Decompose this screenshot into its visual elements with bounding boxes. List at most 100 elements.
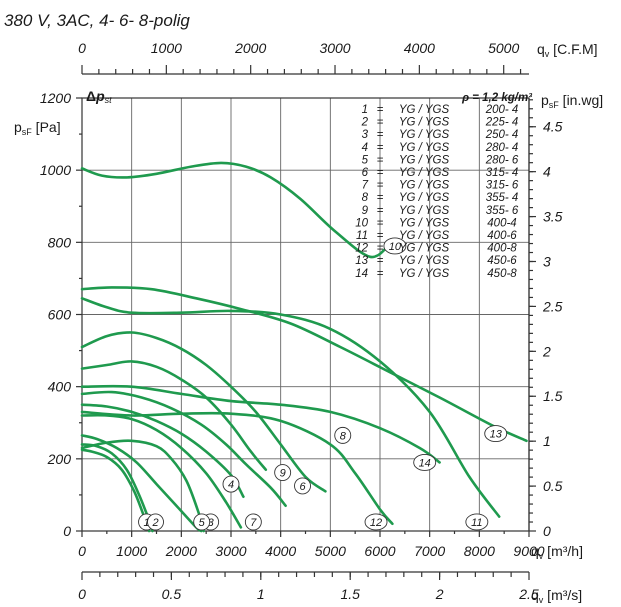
- curve-marker-label: 12: [370, 517, 382, 529]
- legend-row: 14 = YG / YGS 450-8: [355, 268, 517, 280]
- legend-row-model: YG / YGS: [399, 142, 450, 154]
- x-m3s-tick-label: 1.5: [340, 586, 360, 602]
- curve-marker-label: 13: [490, 429, 503, 441]
- legend-row-size: 200- 4: [485, 104, 519, 116]
- legend-row-equals: =: [377, 243, 384, 255]
- y-left-tick-label: 800: [48, 234, 72, 250]
- legend-row-model: YG / YGS: [399, 167, 450, 179]
- curve-marker-label: 5: [199, 517, 206, 529]
- legend-row-model: YG / YGS: [399, 117, 450, 129]
- curve-marker-circle: [193, 513, 211, 531]
- curve-9: [80, 360, 268, 471]
- legend-row-equals: =: [377, 205, 384, 217]
- legend-row-size: 315- 6: [486, 180, 519, 192]
- curve-marker-9: 9: [274, 464, 292, 481]
- y-right-tick-label: 1: [543, 433, 551, 449]
- y-left-unit: psF [Pa]: [14, 119, 61, 137]
- curve-marker-circle: [383, 237, 407, 255]
- x-cfm-tick-label: 3000: [319, 40, 350, 56]
- legend-row-size: 400-4: [487, 217, 516, 229]
- curve-marker-circle: [222, 475, 240, 493]
- legend-row-number: 7: [362, 180, 369, 192]
- curve-marker-label: 14: [419, 457, 431, 469]
- legend-row-model: YG / YGS: [399, 129, 450, 141]
- x-cfm-tick-label: 1000: [151, 40, 182, 56]
- legend-row-model: YG / YGS: [399, 230, 450, 242]
- legend-row-number: 1: [362, 104, 368, 116]
- y-right-tick-label: 0: [543, 523, 551, 539]
- legend-row-equals: =: [377, 167, 384, 179]
- legend-row-size: 280- 4: [485, 142, 519, 154]
- curve-8: [80, 331, 327, 493]
- legend-row-number: 8: [362, 192, 369, 204]
- curve-marker-14: 14: [413, 453, 437, 471]
- legend-row-size: 355- 6: [486, 205, 519, 217]
- x-m3s-tick-label: 0.5: [162, 586, 182, 602]
- x-primary-tick-label: 5000: [315, 543, 346, 559]
- y-left-tick-label: 200: [47, 451, 72, 467]
- x-m3s-tick-label: 1: [257, 586, 265, 602]
- legend-row-model: YG / YGS: [399, 255, 450, 267]
- legend-row-number: 13: [355, 255, 368, 267]
- curve-marker-13: 13: [484, 425, 508, 443]
- x-primary-tick-label: 1000: [116, 543, 147, 559]
- curve-14: [80, 384, 441, 464]
- density-label: ρ = 1,2 kg/m³: [461, 92, 533, 104]
- y-left-tick-label: 0: [63, 523, 71, 539]
- legend-row-number: 12: [355, 243, 368, 255]
- curve-marker-7: 7: [244, 513, 262, 531]
- legend-row-equals: =: [377, 129, 384, 141]
- curve-marker-10: 10: [383, 237, 407, 255]
- curve-marker-label: 7: [250, 517, 257, 529]
- legend-row: 7 = YG / YGS 315- 6: [362, 180, 519, 192]
- x-primary-tick-label: 3000: [215, 543, 246, 559]
- curve-marker-5: 5: [193, 513, 211, 531]
- x-m3s-tick-label: 2: [435, 586, 444, 602]
- legend-row: 10 = YG / YGS 400-4: [355, 217, 517, 229]
- curve-marker-label: 9: [280, 468, 286, 480]
- y-right-tick-label: 0.5: [543, 478, 563, 494]
- curve-marker-6: 6: [294, 477, 311, 495]
- legend-row: 4 = YG / YGS 280- 4: [362, 142, 519, 154]
- legend-row-equals: =: [377, 268, 384, 280]
- x-primary-tick-label: 4000: [265, 543, 296, 559]
- curve-marker-circle: [244, 513, 262, 531]
- curve-marker-circle: [274, 464, 292, 481]
- curve-marker-label: 6: [299, 481, 306, 493]
- curve-marker-label: 10: [389, 241, 402, 253]
- legend-row-equals: =: [377, 255, 384, 267]
- curve-marker-8: 8: [334, 426, 352, 444]
- x-primary-tick-label: 0: [78, 543, 86, 559]
- legend-row-model: YG / YGS: [399, 205, 450, 217]
- legend-row-size: 400-6: [487, 230, 517, 242]
- legend-row: 13 = YG / YGS 450-6: [355, 255, 517, 267]
- legend-row: 5 = YG / YGS 280- 6: [362, 154, 519, 166]
- curve-marker-circle: [147, 513, 164, 531]
- legend-row: 8 = YG / YGS 355- 4: [362, 192, 519, 204]
- curve-marker-12: 12: [364, 513, 388, 531]
- axes: 02004006008001000120000.511.522.533.544.…: [40, 40, 563, 602]
- curve-marker-label: 4: [228, 479, 234, 491]
- curve-marker-circle: [413, 453, 437, 471]
- legend-row-equals: =: [377, 230, 384, 242]
- y-left-tick-label: 1000: [40, 162, 71, 178]
- curve-13: [80, 286, 528, 443]
- x-primary-tick-label: 2000: [165, 543, 197, 559]
- curve-4: [80, 403, 245, 498]
- legend-row-model: YG / YGS: [399, 180, 450, 192]
- legend-row-model: YG / YGS: [399, 243, 450, 255]
- x-cfm-unit: qv [C.F.M]: [537, 41, 598, 59]
- curve-marker-label: 11: [471, 517, 482, 529]
- curve-marker-circle: [334, 426, 352, 444]
- x-primary-unit: qv [m³/h]: [531, 543, 583, 561]
- x-primary-tick-label: 6000: [364, 543, 395, 559]
- y-left-tick-label: 1200: [40, 90, 71, 106]
- y-right-tick-label: 2: [542, 343, 551, 359]
- legend-row-size: 280- 6: [485, 154, 519, 166]
- x-primary-tick-label: 8000: [464, 543, 495, 559]
- legend-row: 11 = YG / YGS 400-6: [356, 230, 517, 242]
- legend-row-size: 225- 4: [485, 117, 519, 129]
- y-left-tick-label: 400: [48, 379, 72, 395]
- y-right-unit: psF [in.wg]: [541, 92, 603, 110]
